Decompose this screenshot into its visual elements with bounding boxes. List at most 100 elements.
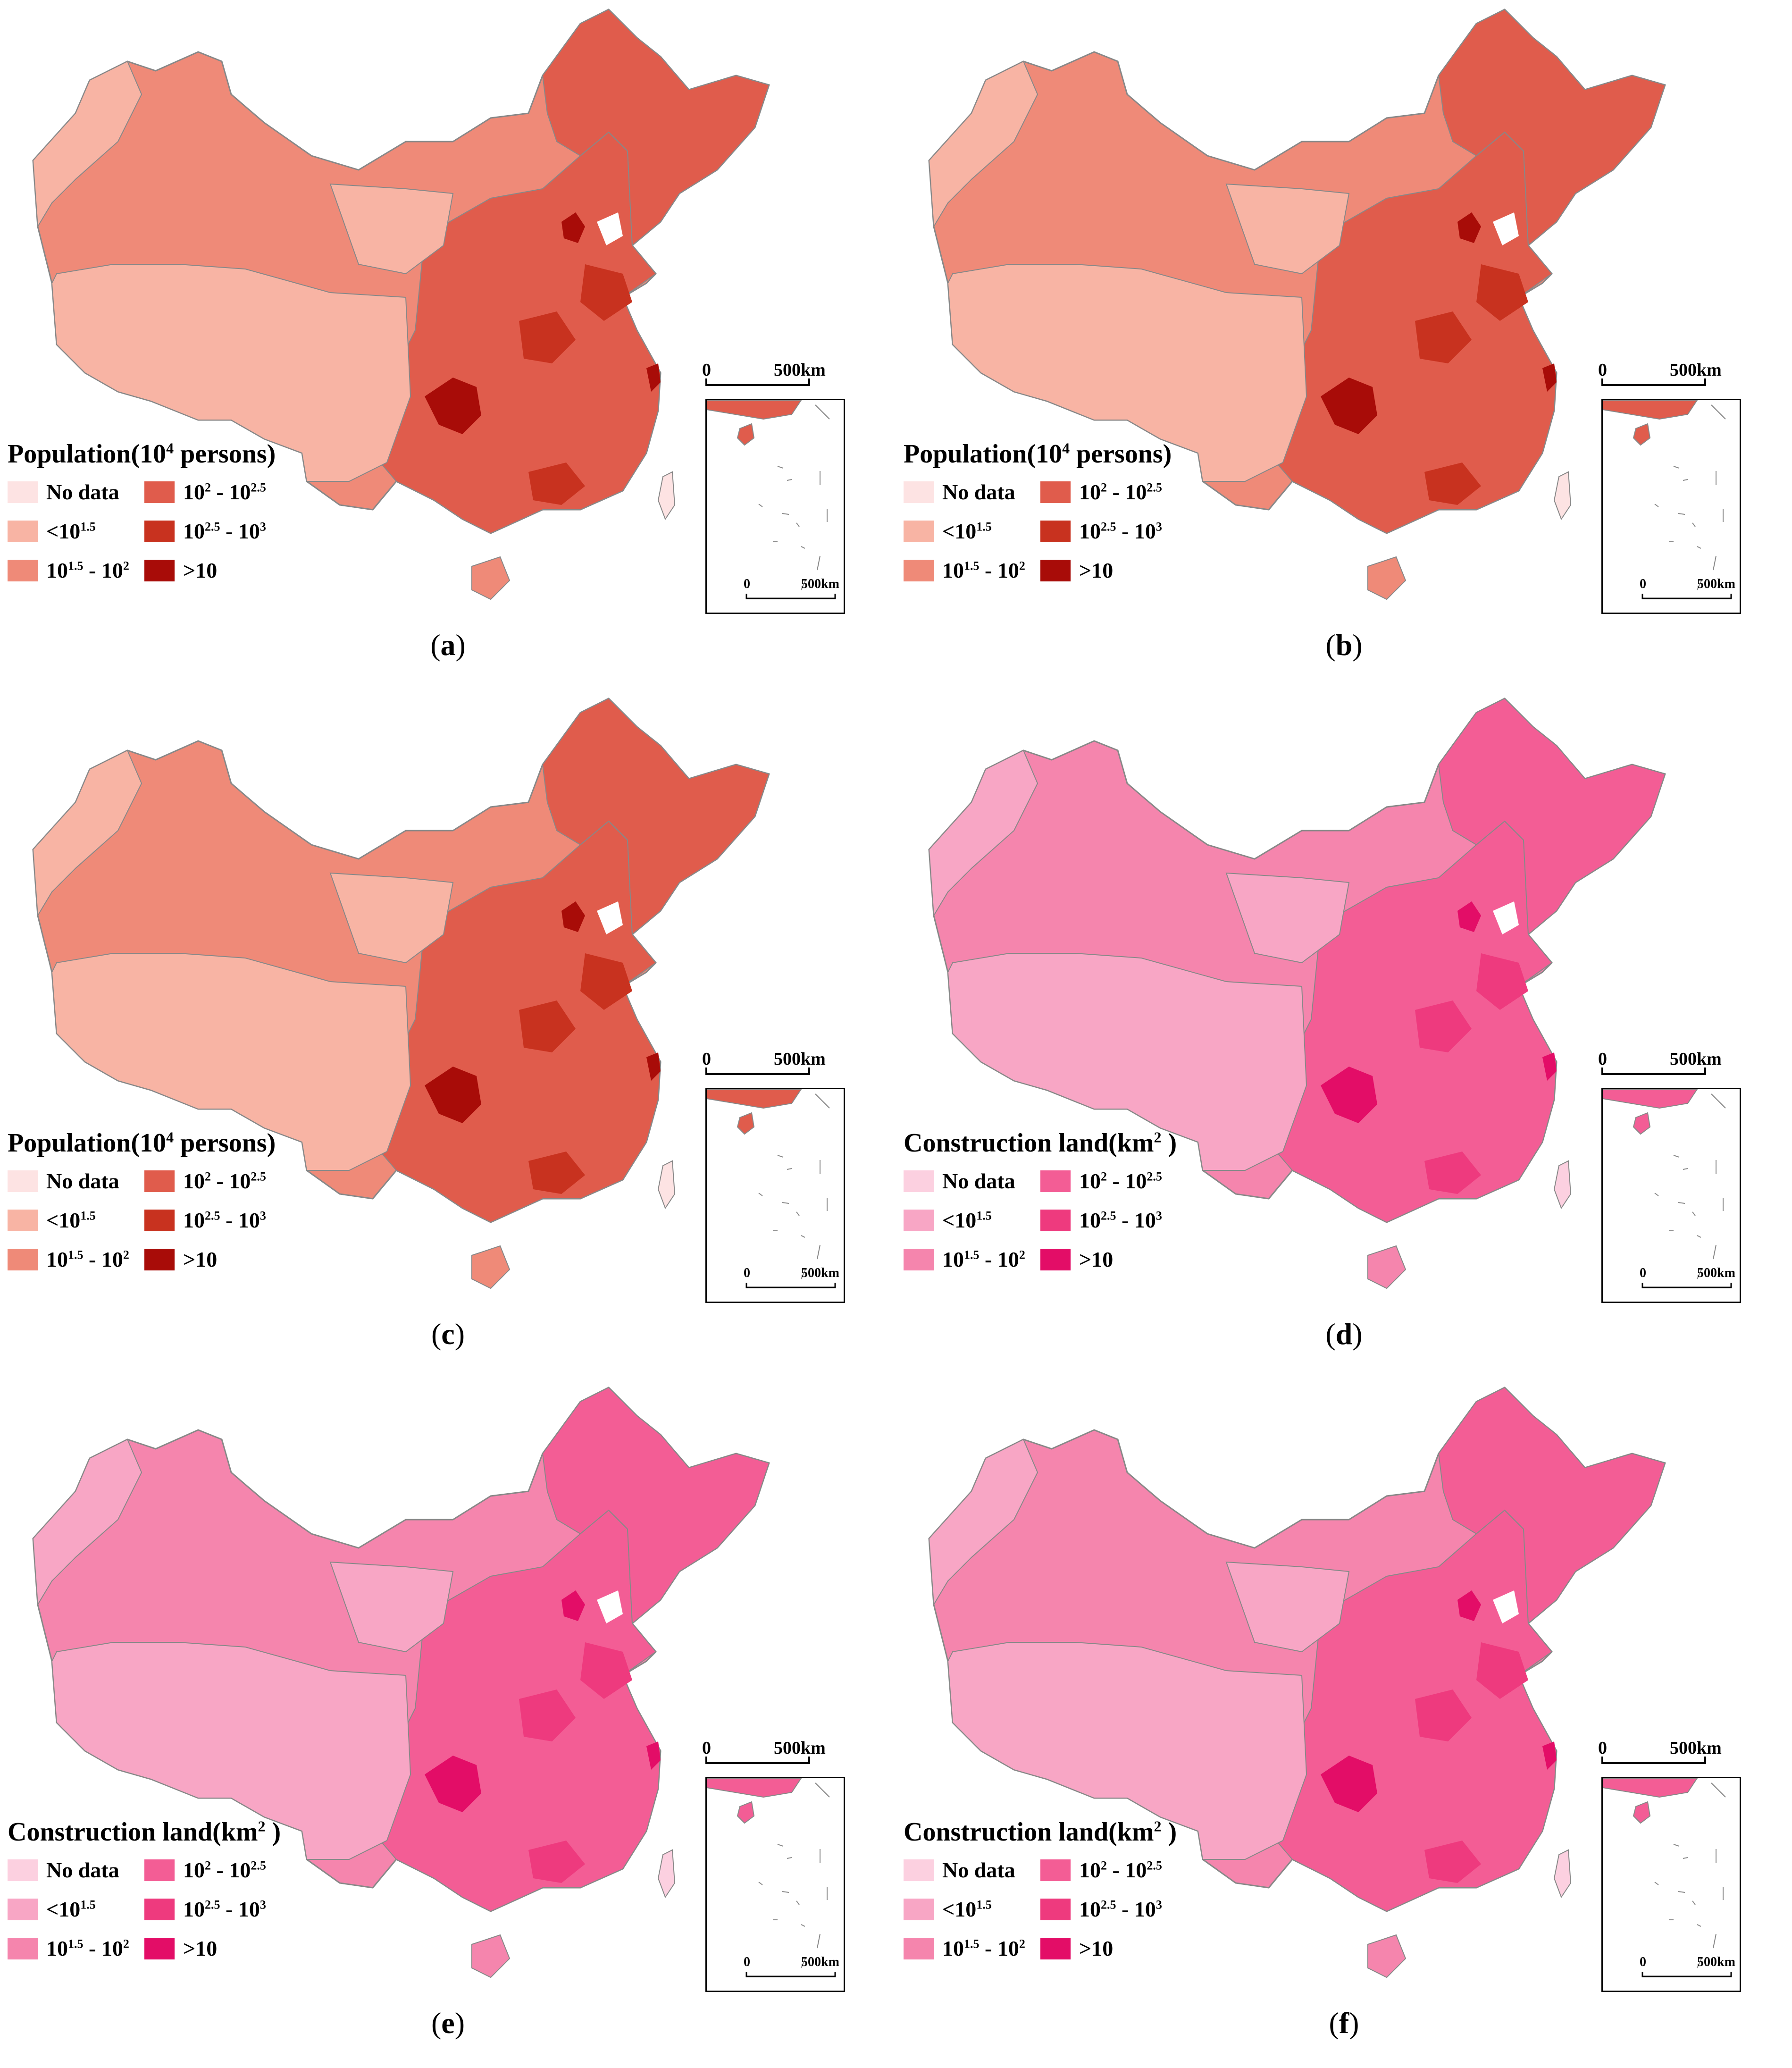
map-hainan [471,1934,511,1978]
swatch-no-data [904,1170,934,1192]
label-gt: >10 [1079,1936,1114,1960]
legend-title: Construction land(km2 ) [8,1817,281,1847]
scale-distance: 500km [1670,1738,1722,1758]
inset-scale-bar [1641,594,1732,599]
map-hotspot-beijing [1457,1590,1481,1621]
map-hotspot-chongqing [425,1067,481,1123]
map-northeast-region [542,1387,770,1625]
swatch-b2 [904,1937,934,1959]
inset-scale-zero: 0 [1640,577,1646,591]
map-region-shandong [1476,953,1528,1010]
map-northeast-region [1438,698,1666,936]
inset-map [1602,1778,1726,1968]
label-b4: 102.5 - 103 [183,519,266,543]
inset-scale-distance: 500km [801,1955,839,1969]
swatch-b4 [1040,1898,1071,1920]
panel-e: Construction land(km2 ) No data <101.5 1… [0,1378,896,2067]
scale-zero: 0 [1598,1049,1607,1069]
swatch-no-data [8,1170,38,1192]
map-northwest-sub [32,749,142,917]
swatch-gt [144,1937,175,1959]
map-taiwan [1553,1849,1572,1899]
map-hotspot-chongqing [425,378,481,434]
map-hainan [1367,556,1407,600]
china-map [928,1387,1666,1978]
swatch-b2 [8,559,38,581]
swatch-no-data [8,1859,38,1881]
legend-title: Population(104 persons) [8,1128,276,1158]
map-hotspot-shanghai [1542,363,1557,392]
legend-title: Construction land(km2 ) [904,1817,1177,1847]
map-region-guangdong [528,462,585,505]
map-northeast-region [1438,8,1666,247]
panel-caption: (d) [1325,1317,1363,1351]
scale-distance: 500km [774,360,826,380]
map-region-guangdong [1424,1152,1481,1194]
map-region-henan [1415,1000,1472,1052]
legend: Construction land(km2 ) No data <101.5 1… [8,1817,300,1970]
panel-caption: (f) [1329,2006,1359,2040]
scale-zero: 0 [702,1049,711,1069]
inset-scale-distance: 500km [1697,1266,1735,1280]
panel-caption: (b) [1325,628,1363,662]
inset-scale-bar [1641,1283,1732,1288]
swatch-b3 [144,481,175,503]
map-bohai-sea [1493,901,1519,934]
label-b2: 101.5 - 102 [46,1936,129,1960]
panel-d: Construction land(km2 ) No data <101.5 1… [896,689,1792,1378]
map-taiwan [1553,471,1572,521]
map-tibet-region [947,264,1307,482]
map-northeast-region [542,698,770,936]
map-inner-region [1225,183,1350,275]
label-no-data: No data [46,1169,119,1193]
map-inner-region [1225,872,1350,964]
swatch-b4 [144,1209,175,1231]
inset-scale-zero: 0 [1640,1955,1646,1969]
inset-scale-bar [745,594,836,599]
label-lt: <101.5 [46,1208,96,1232]
legend: Construction land(km2 ) No data <101.5 1… [904,1817,1196,1970]
label-gt: >10 [183,558,218,582]
south-china-sea-inset: 0 500km [1601,1777,1741,1992]
china-map [928,698,1666,1289]
swatch-b3 [144,1170,175,1192]
map-inner-region [329,872,454,964]
label-gt: >10 [183,1247,218,1271]
inset-map [706,1778,830,1968]
map-taiwan [1553,1160,1572,1210]
label-b3: 102 - 102.5 [183,1858,266,1882]
map-hotspot-beijing [561,901,585,932]
map-northwest-sub [928,60,1038,228]
map-tibet-region [51,1642,411,1860]
map-region-henan [1415,1690,1472,1741]
swatch-b2 [904,559,934,581]
label-b2: 101.5 - 102 [942,558,1025,582]
inset-scale-zero: 0 [1640,1266,1646,1280]
map-region-shandong [1476,264,1528,321]
map-hotspot-beijing [1457,212,1481,243]
map-region-henan [1415,311,1472,363]
map-bohai-sea [1493,1590,1519,1623]
legend: Population(104 persons) No data <101.5 1… [904,439,1196,592]
legend: Construction land(km2 ) No data <101.5 1… [904,1128,1196,1281]
panel-a: Population(104 persons) No data <101.5 1… [0,0,896,689]
swatch-lt [8,520,38,542]
label-lt: <101.5 [46,1897,96,1921]
south-china-sea-inset: 0 500km [705,1777,845,1992]
map-region-shandong [580,1642,632,1699]
swatch-no-data [904,481,934,503]
panel-f: Construction land(km2 ) No data <101.5 1… [896,1378,1792,2067]
scale-zero: 0 [1598,1738,1607,1758]
china-map [928,8,1666,600]
label-gt: >10 [1079,1247,1114,1271]
map-region-guangdong [1424,1841,1481,1883]
scale-bar [1601,1757,1706,1764]
swatch-gt [1040,1248,1071,1270]
legend-title: Construction land(km2 ) [904,1128,1177,1158]
map-hotspot-shanghai [1542,1052,1557,1081]
label-b4: 102.5 - 103 [1079,1208,1162,1232]
swatch-b3 [1040,1859,1071,1881]
scale-bar [705,378,810,386]
map-taiwan [657,1849,676,1899]
china-map [32,1387,770,1978]
